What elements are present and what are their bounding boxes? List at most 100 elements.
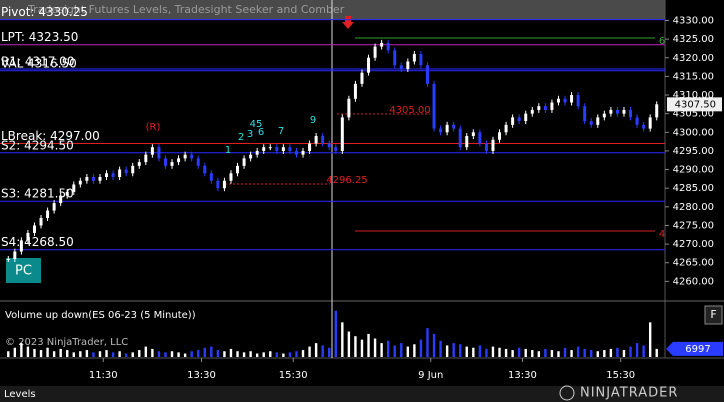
volume-bar [177,352,180,357]
volume-bar [59,348,62,357]
candle [386,42,390,51]
volume-bar [151,348,154,357]
volume-bar [491,346,495,357]
y-tick-label: 4265.00 [673,258,714,269]
y-tick-label: 4310.00 [673,90,714,101]
volume-bar [413,344,416,357]
volume-bar [517,347,521,357]
candle [524,113,528,122]
candle [347,98,351,118]
candle [629,109,633,118]
volume-bar [354,336,357,357]
candle [340,117,344,151]
candle [596,117,600,125]
candle [105,173,109,178]
logo-icon [559,385,575,401]
candle [327,143,331,148]
candle [511,117,515,125]
volume-bar [341,322,344,357]
panel-button-label[interactable]: F [710,308,716,321]
candle [46,210,50,219]
level-label: VAL 4316.50 [1,56,77,70]
volume-bar [419,339,423,357]
volume-bar [478,345,482,357]
volume-bar [144,346,148,357]
candle [465,136,469,148]
volume-bar [596,351,599,357]
y-tick-label: 4305.00 [673,109,714,120]
volume-bar [138,350,141,357]
volume-bar [531,350,534,357]
candle [308,143,312,151]
candle [6,259,10,261]
volume-bar [249,351,252,357]
candle [655,104,659,118]
candle [288,147,292,151]
candle [236,165,240,174]
panel-button[interactable] [704,305,723,325]
y-tick-label: 4320.00 [673,53,714,64]
candle [203,165,207,174]
volume-bar [380,343,383,357]
annotation: 7 [278,126,284,137]
level-label: LBreak: 4297.00 [1,129,100,143]
candle [26,232,30,241]
volume-bar [609,348,613,357]
candle [537,106,541,110]
candle [275,147,279,151]
y-tick-label: 4285.00 [673,183,714,194]
volume-bar [393,345,396,357]
annotation: 2 [238,132,244,143]
x-tick-label: 15:30 [606,370,635,381]
y-tick-label: 4300.00 [673,127,714,138]
candle [314,136,318,144]
volume-bar [616,347,619,357]
candle [458,128,462,148]
candle [576,95,580,107]
candle [583,106,587,122]
volume-bar [648,322,652,357]
volume-bar [465,346,468,357]
candle [517,117,521,122]
candle [635,117,639,125]
volume-bar [603,350,606,357]
tab-bar [0,386,724,402]
annotation: (R) [146,122,161,133]
tab[interactable]: Levels [4,389,36,400]
volume-bar [85,350,89,357]
volume-bar [66,350,69,357]
volume-bar [92,352,95,357]
badge-label[interactable]: PC [15,264,32,279]
candle [642,124,646,129]
level-label: LPT: 4323.50 [1,30,78,44]
x-tick-label: 13:30 [508,370,537,381]
volume-bar [563,347,567,357]
volume-bar [170,351,174,357]
candle [491,139,495,151]
candle [530,109,534,114]
candle [131,165,135,174]
volume-bar [590,350,593,357]
volume-bar [13,347,17,357]
candle [432,83,436,129]
volume-bar [373,338,377,357]
pc-badge[interactable] [6,258,41,283]
y-tick-label: 4280.00 [673,202,714,213]
candle [196,158,200,166]
candle [229,173,233,181]
candle [615,109,619,114]
candle [484,143,488,151]
candle [393,50,397,66]
volume-bar [262,352,265,357]
volume-bar [242,352,246,357]
x-tick-label: 9 Jun [418,370,443,381]
volume-bar [255,353,259,357]
volume-bar [400,343,403,357]
volume-bar [537,351,541,357]
volume-bar [295,351,298,357]
candle [98,177,102,181]
x-tick-label: 15:30 [279,370,308,381]
volume-bar [511,350,514,357]
candle [445,124,449,133]
candle [52,203,56,211]
